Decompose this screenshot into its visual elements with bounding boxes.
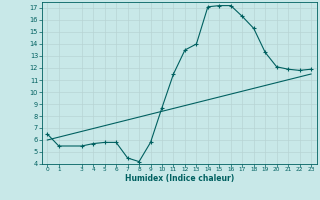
X-axis label: Humidex (Indice chaleur): Humidex (Indice chaleur) <box>124 174 234 183</box>
